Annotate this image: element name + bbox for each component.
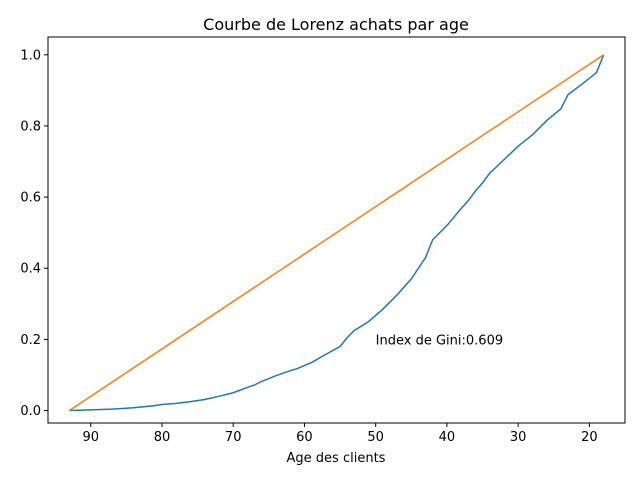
x-axis: 90 80 70 60 50 40 30 20 <box>82 423 598 445</box>
axes-frame <box>47 36 626 424</box>
y-tick-label: 0.6 <box>20 191 41 206</box>
y-tick-label: 0.0 <box>20 404 41 419</box>
series-line-1 <box>69 54 605 412</box>
x-tick-label: 80 <box>154 430 171 445</box>
series-line-2 <box>68 54 605 412</box>
gini-annotation: Index de Gini:0.609 <box>376 333 503 348</box>
x-axis-label: Age des clients <box>287 451 386 466</box>
x-tick-label: 30 <box>510 430 527 445</box>
y-tick-label: 0.4 <box>20 262 41 277</box>
y-tick-label: 1.0 <box>20 48 41 63</box>
x-tick-label: 40 <box>439 430 456 445</box>
plot-area <box>68 54 605 412</box>
y-axis: 0.0 0.2 0.4 0.6 0.8 1.0 <box>20 48 48 419</box>
y-tick-label: 0.8 <box>20 119 41 134</box>
x-tick-label: 90 <box>82 430 99 445</box>
y-tick-label: 0.2 <box>20 333 41 348</box>
x-tick-label: 70 <box>225 430 242 445</box>
x-tick-label: 60 <box>296 430 313 445</box>
x-tick-label: 20 <box>581 430 598 445</box>
chart-title: Courbe de Lorenz achats par age <box>203 15 469 34</box>
x-tick-label: 50 <box>367 430 384 445</box>
